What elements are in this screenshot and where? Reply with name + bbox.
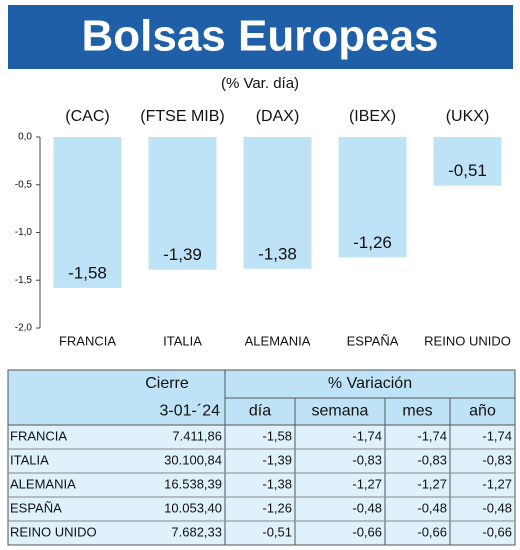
table-cell: -1,27 [352, 476, 382, 491]
table-cell: -0,83 [417, 452, 447, 467]
value-label: -1,39 [163, 245, 202, 264]
y-tick-label: -1,5 [15, 275, 33, 286]
table-cell: -0,66 [352, 524, 382, 539]
table-cell: -0,83 [482, 452, 512, 467]
table-cell: -0,51 [262, 524, 292, 539]
y-tick-label: -1,0 [15, 227, 33, 238]
table-header: 3-01-´24 [160, 403, 221, 420]
table-cell: -1,74 [482, 428, 512, 443]
table-cell: -1,38 [262, 476, 292, 491]
table-cell: -1,74 [352, 428, 382, 443]
bar [148, 137, 217, 270]
table-header: % Variación [328, 375, 412, 392]
bar [433, 137, 502, 186]
bar [243, 137, 312, 269]
table-cell: 7.682,33 [171, 524, 222, 539]
table-cell: REINO UNIDO [10, 524, 97, 539]
bar [338, 137, 407, 258]
index-label: (IBEX) [349, 108, 396, 125]
bar [53, 137, 122, 288]
x-tick-label: REINO UNIDO [424, 333, 511, 348]
y-tick-label: -0,5 [15, 179, 33, 190]
y-tick-label: 0,0 [18, 132, 32, 143]
table-cell: 16.538,39 [164, 476, 222, 491]
table-cell: -1,74 [417, 428, 447, 443]
y-tick-label: -2,0 [15, 323, 33, 334]
index-label: (UKX) [446, 108, 490, 125]
table-cell: 30.100,84 [164, 452, 222, 467]
table-cell: ESPAÑA [10, 500, 62, 515]
table-body-bg [7, 424, 516, 546]
table-cell: 10.053,40 [164, 500, 222, 515]
table-cell: -1,58 [262, 428, 292, 443]
table-cell: 7.411,86 [172, 428, 222, 443]
value-label: -1,38 [258, 244, 297, 263]
table-cell: -1,39 [262, 452, 292, 467]
table-cell: -1,27 [417, 476, 447, 491]
index-label: (CAC) [65, 108, 109, 125]
table-header: semana [312, 403, 369, 420]
chart-subtitle: (% Var. día) [221, 75, 299, 92]
x-tick-label: FRANCIA [59, 333, 116, 348]
table-cell: -1,27 [482, 476, 512, 491]
value-label: -1,58 [68, 263, 107, 282]
table-header: mes [402, 403, 432, 420]
table-cell: ALEMANIA [10, 476, 76, 491]
index-label: (FTSE MIB) [140, 108, 224, 125]
value-label: -1,26 [353, 233, 392, 252]
title-banner [8, 5, 513, 69]
chart-title: Bolsas Europeas [81, 12, 438, 61]
table-cell: -0,48 [482, 500, 512, 515]
x-tick-label: ESPAÑA [347, 333, 399, 348]
table-header: día [249, 403, 271, 420]
x-tick-label: ALEMANIA [245, 333, 311, 348]
table-header: año [469, 403, 496, 420]
table-header: Cierre [145, 375, 189, 392]
table-cell: -1,26 [262, 500, 292, 515]
table-cell: -0,48 [352, 500, 382, 515]
table-cell: -0,66 [482, 524, 512, 539]
x-tick-label: ITALIA [163, 333, 202, 348]
table-cell: -0,83 [352, 452, 382, 467]
table-cell: ITALIA [10, 452, 49, 467]
index-label: (DAX) [256, 108, 300, 125]
table-cell: -0,48 [417, 500, 447, 515]
value-label: -0,51 [448, 161, 487, 180]
table-cell: -0,66 [417, 524, 447, 539]
table-cell: FRANCIA [10, 428, 67, 443]
